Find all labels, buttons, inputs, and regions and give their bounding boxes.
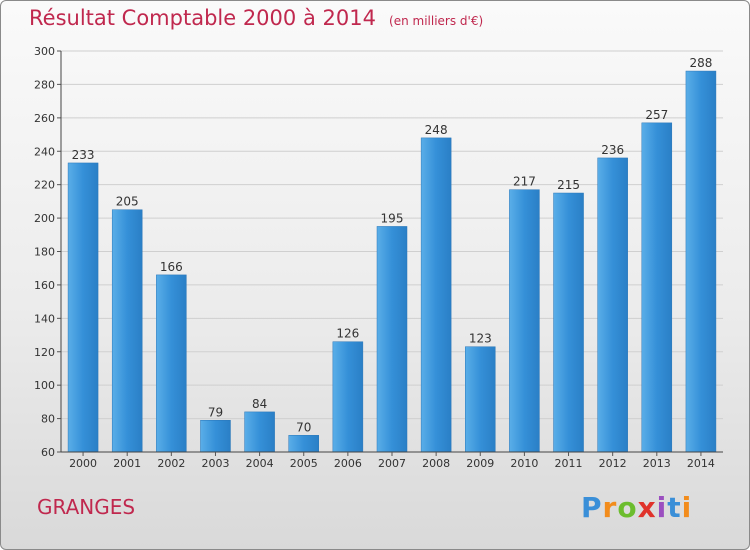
x-tick-label: 2004 [246,457,274,470]
data-label: 70 [296,420,311,434]
bar [200,420,231,453]
x-tick-label: 2009 [466,457,494,470]
logo-letter: x [637,491,657,524]
data-label: 126 [336,327,359,341]
bar [244,411,275,453]
y-tick-label: 120 [34,346,55,359]
y-tick-label: 60 [41,446,55,459]
x-tick-label: 2012 [599,457,627,470]
x-tick-label: 2005 [290,457,318,470]
bar [156,274,187,453]
logo-letter: r [602,491,618,524]
x-tick-label: 2007 [378,457,406,470]
x-tick-label: 2010 [510,457,538,470]
data-label: 248 [425,123,448,137]
data-label: 215 [557,178,580,192]
bar [111,209,143,453]
data-label: 205 [116,195,139,209]
bar [553,192,584,453]
proxiti-logo[interactable]: Proxiti [581,491,692,524]
y-tick-label: 300 [34,45,55,58]
y-tick-label: 240 [34,145,55,158]
data-label: 233 [72,148,95,162]
y-tick-label: 100 [34,379,55,392]
x-tick-label: 2011 [555,457,583,470]
y-tick-label: 140 [34,312,55,325]
y-tick-label: 180 [34,246,55,259]
data-label: 84 [252,397,267,411]
y-tick-label: 220 [34,179,55,192]
y-tick-label: 260 [34,112,55,125]
bar [420,137,452,453]
data-label: 79 [208,405,223,419]
x-tick-label: 2001 [113,457,141,470]
y-tick-label: 200 [34,212,55,225]
x-tick-label: 2002 [157,457,185,470]
chart-subtitle: (en milliers d'€) [389,14,484,28]
data-label: 288 [689,56,712,70]
data-label: 123 [469,332,492,346]
chart-title: Résultat Comptable 2000 à 2014 (en milli… [29,6,483,30]
logo-letter: o [617,491,638,524]
logo-letter: t [667,491,682,524]
logo-letter: i [656,491,668,524]
data-label: 166 [160,260,183,274]
x-tick-label: 2014 [687,457,715,470]
bar [288,435,319,453]
y-tick-label: 80 [41,413,55,426]
data-label: 195 [381,211,404,225]
bar [641,122,673,453]
x-tick-label: 2000 [69,457,97,470]
y-tick-label: 280 [34,78,55,91]
data-label: 217 [513,175,536,189]
logo-letter: P [581,491,603,524]
bar [332,341,364,453]
logo-letter: i [681,491,693,524]
data-label: 236 [601,143,624,157]
chart-title-main: Résultat Comptable 2000 à 2014 [29,6,376,30]
bar [685,70,717,453]
commune-name: GRANGES [37,495,136,519]
bar [465,346,496,453]
y-tick-label: 160 [34,279,55,292]
data-label: 257 [645,108,668,122]
x-tick-label: 2006 [334,457,362,470]
bar [376,226,408,453]
x-tick-label: 2008 [422,457,450,470]
x-tick-label: 2003 [201,457,229,470]
bar [509,189,540,453]
x-tick-label: 2013 [643,457,671,470]
bar [67,162,99,453]
bar [597,157,628,453]
